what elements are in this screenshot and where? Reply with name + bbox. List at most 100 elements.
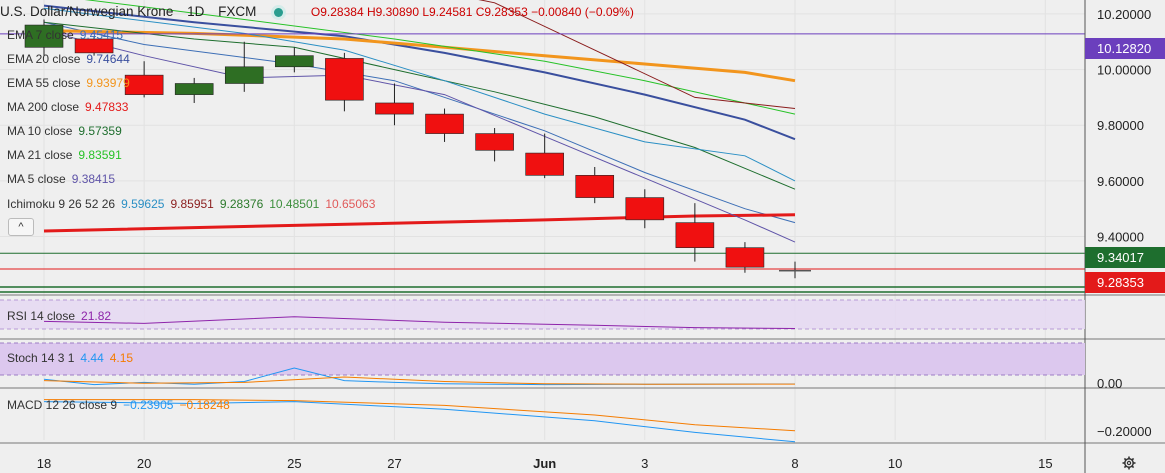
candle-body[interactable] [24, 24, 64, 48]
exchange: FXCM [218, 4, 257, 19]
candle-body[interactable] [779, 269, 811, 272]
oscillator-legend[interactable]: MACD 12 26 close 9 −0.23905 −0.18248 [7, 398, 230, 412]
oscillator-value: 4.15 [109, 351, 134, 365]
legend-value: 9.47833 [85, 100, 129, 114]
ohlc-values: O9.28384 H9.30890 L9.24581 C9.28353 −0.0… [310, 5, 634, 19]
time-tick-label: 27 [387, 456, 401, 471]
legend-item[interactable]: EMA 20 close 9.74644 [7, 52, 130, 66]
legend-value: 9.45415 [79, 28, 124, 42]
candle-body[interactable] [74, 38, 114, 54]
rsi-line [43, 316, 796, 329]
candle-body[interactable] [525, 152, 564, 176]
candle-body[interactable] [325, 58, 364, 101]
oscillator-legend[interactable]: Stoch 14 3 1 4.44 4.15 [7, 351, 133, 365]
candle-body[interactable] [625, 197, 665, 221]
time-tick-label: 15 [1038, 456, 1052, 471]
candle-body[interactable] [575, 175, 615, 198]
oscillator-legend[interactable]: RSI 14 close 21.82 [7, 309, 111, 323]
time-tick-label: 18 [37, 456, 51, 471]
macd-line [43, 401, 796, 443]
price-badge [1085, 247, 1165, 268]
oscillator-value: 4.44 [80, 351, 104, 365]
time-tick-label: 20 [137, 456, 151, 471]
price-badge-label: 9.28353 [1097, 275, 1144, 290]
legend-item[interactable]: MA 5 close 9.38415 [7, 172, 115, 186]
grid-lines [0, 0, 1085, 440]
collapse-legend-button[interactable]: ^ [8, 218, 34, 236]
price-tick-label: 10.20000 [1097, 7, 1151, 22]
legend-item[interactable]: MA 21 close 9.83591 [7, 148, 122, 162]
time-axis: 18 20 25 27 Jun 3 8 10 15 [37, 456, 1053, 471]
price-badge-label: 10.12820 [1097, 41, 1151, 56]
oscillator-value: 21.82 [81, 309, 112, 323]
legend-label: MA 21 close [7, 148, 73, 162]
chart-header: U.S. Dollar/Norwegian Krone 1D FXCM O9.2… [0, 4, 634, 19]
candle-body[interactable] [725, 247, 765, 268]
legend-label: MA 10 close [7, 124, 73, 138]
stoch-tick-label: 0.00 [1097, 376, 1122, 391]
candles [24, 19, 811, 279]
legend-label: EMA 7 close [7, 28, 74, 42]
market-status-icon [274, 7, 284, 17]
time-tick-label: 10 [888, 456, 902, 471]
legend-value: 9.38415 [71, 172, 116, 186]
time-tick-label: 8 [791, 456, 798, 471]
candle-body[interactable] [475, 133, 514, 151]
legend-label: EMA 55 close [7, 76, 81, 90]
legend-item[interactable]: MA 10 close 9.57359 [7, 124, 122, 138]
legend-value: 9.83591 [78, 148, 122, 162]
candle-body[interactable] [124, 74, 164, 95]
stoch-band [0, 343, 1085, 375]
candle-body[interactable] [224, 66, 264, 84]
time-tick-label: 3 [641, 456, 648, 471]
oscillator-label: RSI 14 close [7, 309, 76, 323]
legend-value: 9.74644 [86, 52, 130, 66]
legend-item[interactable]: Ichimoku 9 26 52 26 9.59625 9.85951 9.28376… [7, 197, 375, 211]
legend-item[interactable]: EMA 55 close 9.93979 [7, 76, 130, 90]
stoch-d-line [43, 376, 796, 385]
legend-value: 9.85951 [170, 197, 214, 211]
price-tick-label: 9.60000 [1097, 174, 1144, 189]
legend-item[interactable]: EMA 7 close 9.45415 [7, 28, 123, 42]
interval[interactable]: 1D [187, 4, 205, 19]
candle-body[interactable] [275, 55, 314, 68]
overlay-line [43, 7, 796, 182]
price-badge [1085, 38, 1165, 59]
price-tick-label: 9.80000 [1097, 118, 1144, 133]
legend-value: 9.28376 [219, 197, 264, 211]
overlay-line [43, 4, 796, 141]
price-axis: 10.20000 10.00000 9.80000 9.60000 9.40000 10.… [1085, 7, 1165, 439]
price-tick-label: 9.40000 [1097, 230, 1144, 245]
legend-label: Ichimoku 9 26 52 26 [7, 197, 116, 211]
legend-value: 10.65063 [325, 197, 376, 211]
legend-item[interactable]: MA 200 close 9.47833 [7, 100, 128, 114]
price-badge-label: 9.34017 [1097, 250, 1144, 265]
legend-value: 9.59625 [121, 197, 165, 211]
candle-body[interactable] [375, 102, 414, 115]
oscillator-label: Stoch 14 3 1 [7, 351, 75, 365]
legend-label: MA 200 close [7, 100, 80, 114]
legend-label: MA 5 close [7, 172, 66, 186]
price-tick-label: 10.00000 [1097, 63, 1151, 78]
settings-gear-icon[interactable] [1122, 456, 1136, 470]
oscillator-label: MACD 12 26 close 9 [7, 398, 118, 412]
candle-body[interactable] [174, 83, 214, 95]
overlay-line [478, 0, 796, 109]
macd-signal-line [44, 399, 796, 432]
legend-value: 9.57359 [78, 124, 122, 138]
symbol-name[interactable]: U.S. Dollar/Norwegian Krone [0, 4, 174, 19]
oscillator-value: −0.18248 [179, 398, 230, 412]
legend-label: EMA 20 close [7, 52, 81, 66]
candle-body[interactable] [675, 222, 715, 248]
price-badge [1085, 272, 1165, 293]
indicator-overlays [43, 0, 796, 243]
overlay-line [43, 21, 796, 224]
macd-tick-label: −0.20000 [1097, 424, 1152, 439]
oscillator-value: −0.23905 [123, 398, 174, 412]
price-pane [0, 0, 1085, 295]
candle-body[interactable] [425, 113, 464, 134]
time-tick-label: Jun [533, 456, 556, 471]
overlay-line [43, 213, 796, 233]
